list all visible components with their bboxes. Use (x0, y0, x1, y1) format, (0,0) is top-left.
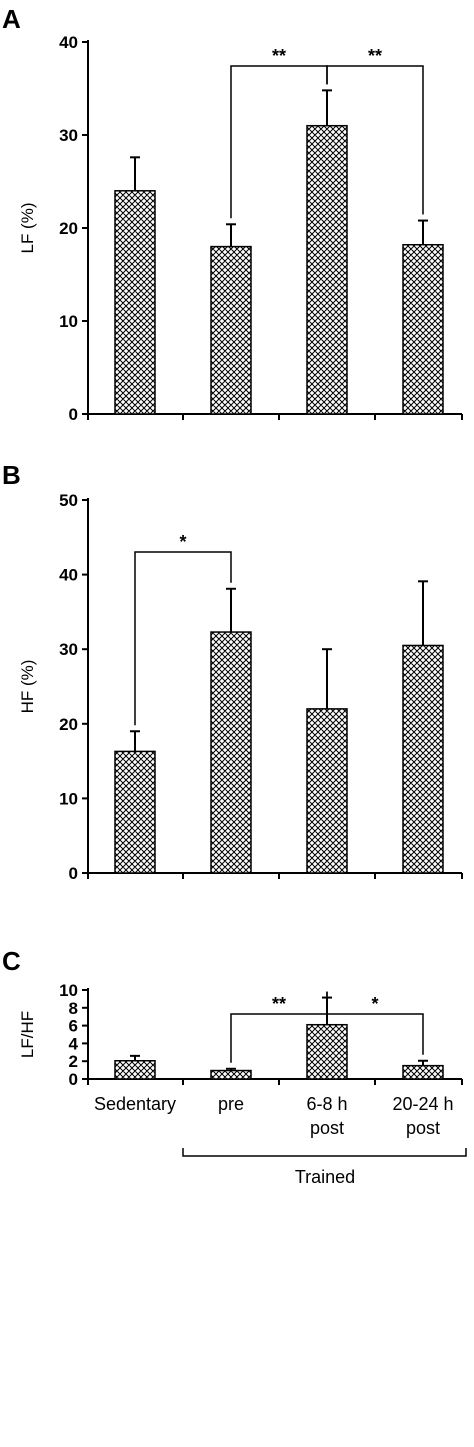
significance-label: ** (272, 994, 286, 1014)
y-tick-label: 50 (59, 491, 78, 510)
y-tick-label: 20 (59, 219, 78, 238)
bar (114, 190, 156, 415)
panel-label: B (2, 460, 21, 490)
significance-bracket (326, 991, 424, 1055)
chart-panel-b: B 0 10 20 30 40 50 HF (%) * (2, 460, 463, 883)
y-tick-label: 8 (69, 999, 78, 1018)
significance-label: * (371, 994, 378, 1014)
bar (402, 644, 444, 874)
y-tick-label: 6 (69, 1017, 78, 1036)
y-tick-label: 10 (59, 981, 78, 1000)
x-tick-label: post (406, 1118, 440, 1138)
significance-bracket (326, 65, 424, 215)
chart-panel-a: A 0 10 20 30 40 LF (%) ** ** (2, 4, 463, 424)
y-tick-label: 40 (59, 33, 78, 52)
bar (210, 245, 252, 415)
y-axis-title: LF/HF (18, 1011, 37, 1058)
y-tick-label: 0 (69, 1070, 78, 1089)
significance-label: ** (272, 46, 286, 66)
y-tick-label: 0 (69, 864, 78, 883)
bar (402, 1064, 444, 1080)
bar (210, 1069, 252, 1080)
y-tick-label: 30 (59, 640, 78, 659)
y-tick-label: 4 (69, 1034, 79, 1053)
bar (306, 1023, 348, 1080)
x-tick-label: 6-8 h (306, 1094, 347, 1114)
y-axis-title: HF (%) (18, 660, 37, 714)
bar (114, 1060, 156, 1080)
significance-bracket (134, 551, 232, 726)
group-label: Trained (295, 1167, 355, 1187)
x-tick-label: post (310, 1118, 344, 1138)
x-tick-label: pre (218, 1094, 244, 1114)
bar (402, 243, 444, 415)
bar (114, 750, 156, 874)
panel-label: A (2, 4, 21, 34)
y-tick-label: 30 (59, 126, 78, 145)
y-axis-title: LF (%) (18, 203, 37, 254)
y-tick-label: 2 (69, 1052, 78, 1071)
panel-label: C (2, 946, 21, 976)
bar (210, 631, 252, 874)
bar (306, 124, 348, 415)
y-tick-label: 0 (69, 405, 78, 424)
y-tick-label: 10 (59, 789, 78, 808)
y-tick-label: 20 (59, 715, 78, 734)
y-tick-label: 10 (59, 312, 78, 331)
y-tick-label: 40 (59, 566, 78, 585)
x-tick-label: Sedentary (94, 1094, 176, 1114)
group-bracket (182, 1148, 467, 1157)
significance-label: ** (368, 46, 382, 66)
bar (306, 708, 348, 874)
significance-label: * (179, 532, 186, 552)
x-tick-label: 20-24 h (392, 1094, 453, 1114)
